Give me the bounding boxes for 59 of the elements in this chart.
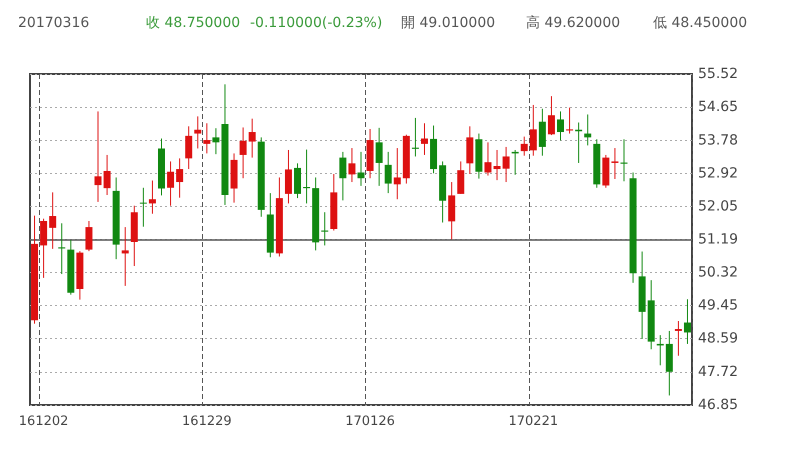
candlestick <box>520 136 528 156</box>
y-tick-label: 54.65 <box>698 99 738 116</box>
x-tick-label: 170126 <box>345 414 395 429</box>
candlestick <box>348 148 356 183</box>
candlestick <box>530 104 537 156</box>
candlestick <box>494 149 501 181</box>
candlestick <box>457 160 464 194</box>
candlestick <box>339 151 346 201</box>
candlestick <box>94 110 102 202</box>
candlestick <box>420 122 428 156</box>
y-tick-label: 48.59 <box>698 330 738 347</box>
text: 低 48.450000 <box>653 15 748 31</box>
x-tick-label: 161229 <box>182 414 232 429</box>
x-tick-label: 170221 <box>508 414 558 429</box>
candlestick <box>512 149 519 176</box>
candlestick <box>185 126 192 170</box>
y-tick-label: 51.19 <box>698 231 738 248</box>
candlestick <box>584 114 592 146</box>
text: 收 48.750000 <box>146 15 240 31</box>
candlestick <box>122 226 129 286</box>
candlestick <box>502 146 510 183</box>
y-tick-label: 53.78 <box>698 132 738 148</box>
candlestick <box>194 116 202 149</box>
candlestick <box>376 127 383 186</box>
y-tick-label: 55.52 <box>698 66 738 82</box>
candlestick <box>684 298 691 344</box>
candlestick <box>148 180 156 214</box>
y-tick-label: 52.05 <box>698 198 738 214</box>
text: 20170316 <box>18 15 90 31</box>
y-tick-label: 50.32 <box>698 264 738 281</box>
x-tick-label: 161202 <box>18 414 68 429</box>
candlestick <box>674 320 682 356</box>
candlestick <box>203 122 210 154</box>
y-tick-label: 49.45 <box>698 298 738 314</box>
candlestick <box>484 142 492 176</box>
candlestick <box>394 148 401 200</box>
text: 高 49.620000 <box>526 15 620 31</box>
candlestick <box>611 148 618 180</box>
candlestick <box>167 160 174 206</box>
y-tick-label: 47.72 <box>698 364 738 380</box>
candlestick <box>49 192 56 250</box>
candlestick <box>240 126 247 179</box>
text: 開 49.010000 <box>401 15 496 31</box>
y-tick-label: 46.85 <box>698 397 738 413</box>
candlestick <box>557 110 564 141</box>
candlestick <box>104 154 111 196</box>
candlestick <box>140 187 147 228</box>
candlestick <box>575 122 582 164</box>
candlestick <box>358 151 364 186</box>
candlestick <box>384 151 392 194</box>
candlestick <box>248 118 256 158</box>
candlestick <box>176 158 184 198</box>
candlestick <box>85 220 92 252</box>
candlestick <box>548 96 555 136</box>
candlestick <box>656 334 664 366</box>
text: -0.110000(-0.23%) <box>250 15 382 31</box>
candlestick <box>212 128 220 155</box>
candlestick <box>412 117 419 157</box>
y-tick-label: 52.92 <box>698 165 738 182</box>
